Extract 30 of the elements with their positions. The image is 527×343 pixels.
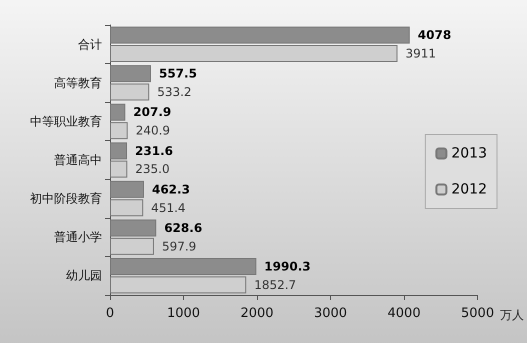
x-tick-label: 5000 [461, 306, 494, 321]
legend-label: 2013 [451, 146, 488, 162]
x-tick-label: 1000 [166, 306, 200, 321]
data-label: 231.6 [135, 144, 173, 158]
data-label: 207.9 [133, 105, 172, 120]
x-tick-label: 4000 [388, 306, 421, 321]
data-label: 533.2 [157, 85, 192, 100]
data-label: 451.4 [151, 200, 186, 215]
data-label: 557.5 [158, 66, 197, 81]
x-tick-label: 0 [106, 306, 114, 321]
x-axis-title: 万人 [500, 308, 524, 322]
data-label: 628.6 [164, 220, 202, 235]
x-tick-label: 2000 [240, 306, 274, 321]
data-label: 462.3 [152, 182, 190, 196]
y-tick-label: 幼儿园 [66, 268, 102, 283]
data-label: 4078 [418, 28, 452, 42]
data-label: 3911 [406, 46, 436, 60]
data-label: 1990.3 [264, 260, 311, 274]
legend-label: 2012 [451, 182, 488, 198]
y-tick-label: 普通小学 [54, 230, 102, 244]
y-tick-label: 高等教育 [54, 76, 102, 90]
y-tick-label: 普通高中 [54, 153, 102, 167]
y-tick-label: 初中阶段教育 [30, 192, 102, 206]
data-label: 240.9 [136, 124, 170, 138]
y-tick-label: 中等职业教育 [30, 114, 102, 128]
x-tick-label: 3000 [314, 306, 348, 321]
data-label: 597.9 [162, 239, 196, 254]
y-tick-label: 合计 [78, 37, 102, 52]
data-label: 1852.7 [254, 278, 296, 292]
data-label: 235.0 [135, 162, 170, 176]
